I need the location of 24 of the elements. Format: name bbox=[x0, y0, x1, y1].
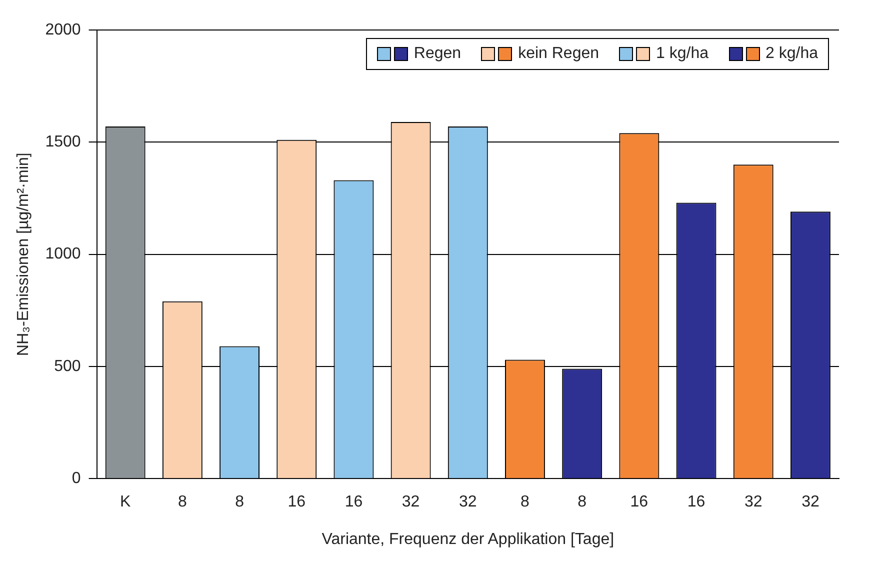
x-tick-label: 8 bbox=[520, 494, 530, 511]
annotation: Regen bbox=[414, 45, 462, 63]
x-tick-label: 16 bbox=[288, 494, 306, 511]
x-tick-label: 16 bbox=[630, 494, 648, 511]
x-tick-label: 32 bbox=[802, 494, 820, 511]
y-tick-label: 0 bbox=[72, 470, 81, 488]
x-tick-label: 16 bbox=[687, 494, 706, 511]
x-tick-label: 16 bbox=[344, 494, 363, 511]
x-tick-label: 32 bbox=[744, 494, 762, 511]
annotation: 1 kg/ha bbox=[656, 45, 709, 63]
x-axis-title: Variante, Frequenz der Applikation [Tage] bbox=[322, 530, 614, 548]
y-tick-label: 500 bbox=[54, 358, 81, 375]
y-tick-label: 1500 bbox=[45, 134, 81, 151]
x-tick-label: 32 bbox=[459, 494, 477, 511]
x-tick-label: 8 bbox=[578, 494, 587, 511]
x-tick-label: K bbox=[120, 494, 132, 511]
y-tick-label: 2000 bbox=[45, 21, 81, 38]
x-tick-label: 8 bbox=[178, 494, 187, 511]
annotation: kein Regen bbox=[518, 45, 600, 63]
y-axis-title: NH₃-Emissionen [µg/m²·min] bbox=[15, 152, 32, 356]
x-tick-label: 32 bbox=[402, 494, 420, 511]
y-tick-label: 1000 bbox=[45, 246, 81, 263]
annotation: 2 kg/ha bbox=[766, 45, 818, 63]
x-tick-label: 8 bbox=[235, 494, 244, 511]
